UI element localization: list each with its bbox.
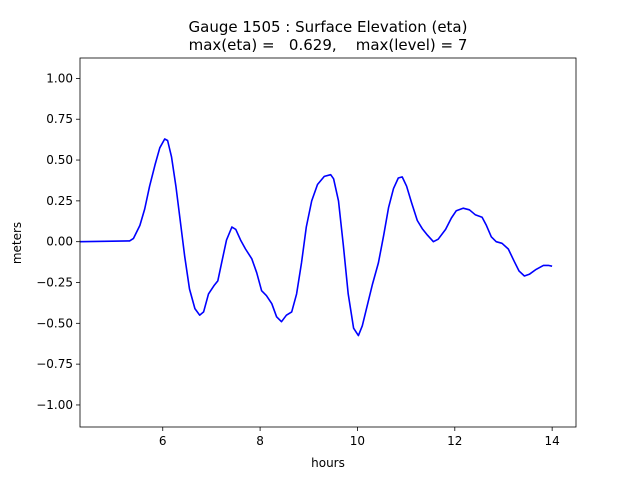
y-tick-label: 0.50 bbox=[46, 153, 73, 167]
plot-area: 6 8 10 12 14 1.00 0.75 0.50 0.25 0.00 −0.25 −0.50 −0… bbox=[36, 57, 577, 448]
y-tick-label: 0.75 bbox=[46, 112, 73, 126]
x-tick-label: 14 bbox=[545, 434, 560, 448]
x-tick-label: 8 bbox=[256, 434, 264, 448]
y-tick-label: −0.50 bbox=[36, 316, 73, 330]
y-tick-label: −0.75 bbox=[36, 357, 73, 371]
x-tick-label: 12 bbox=[447, 434, 462, 448]
y-axis-label: meters bbox=[10, 222, 24, 264]
chart-title: Gauge 1505 : Surface Elevation (eta) bbox=[189, 18, 468, 36]
series-line-eta bbox=[79, 138, 553, 337]
y-tick-label: −0.25 bbox=[36, 276, 73, 290]
plot-frame bbox=[79, 57, 577, 428]
y-tick-label: 0.00 bbox=[46, 235, 73, 249]
y-tick-label: −1.00 bbox=[36, 398, 73, 412]
x-tick-label: 6 bbox=[159, 434, 167, 448]
x-axis-label: hours bbox=[311, 456, 345, 470]
y-tick-label: 0.25 bbox=[46, 194, 73, 208]
x-tick-label: 10 bbox=[350, 434, 365, 448]
chart-subtitle: max(eta) = 0.629, max(level) = 7 bbox=[189, 36, 468, 54]
y-tick-label: 1.00 bbox=[46, 71, 73, 85]
